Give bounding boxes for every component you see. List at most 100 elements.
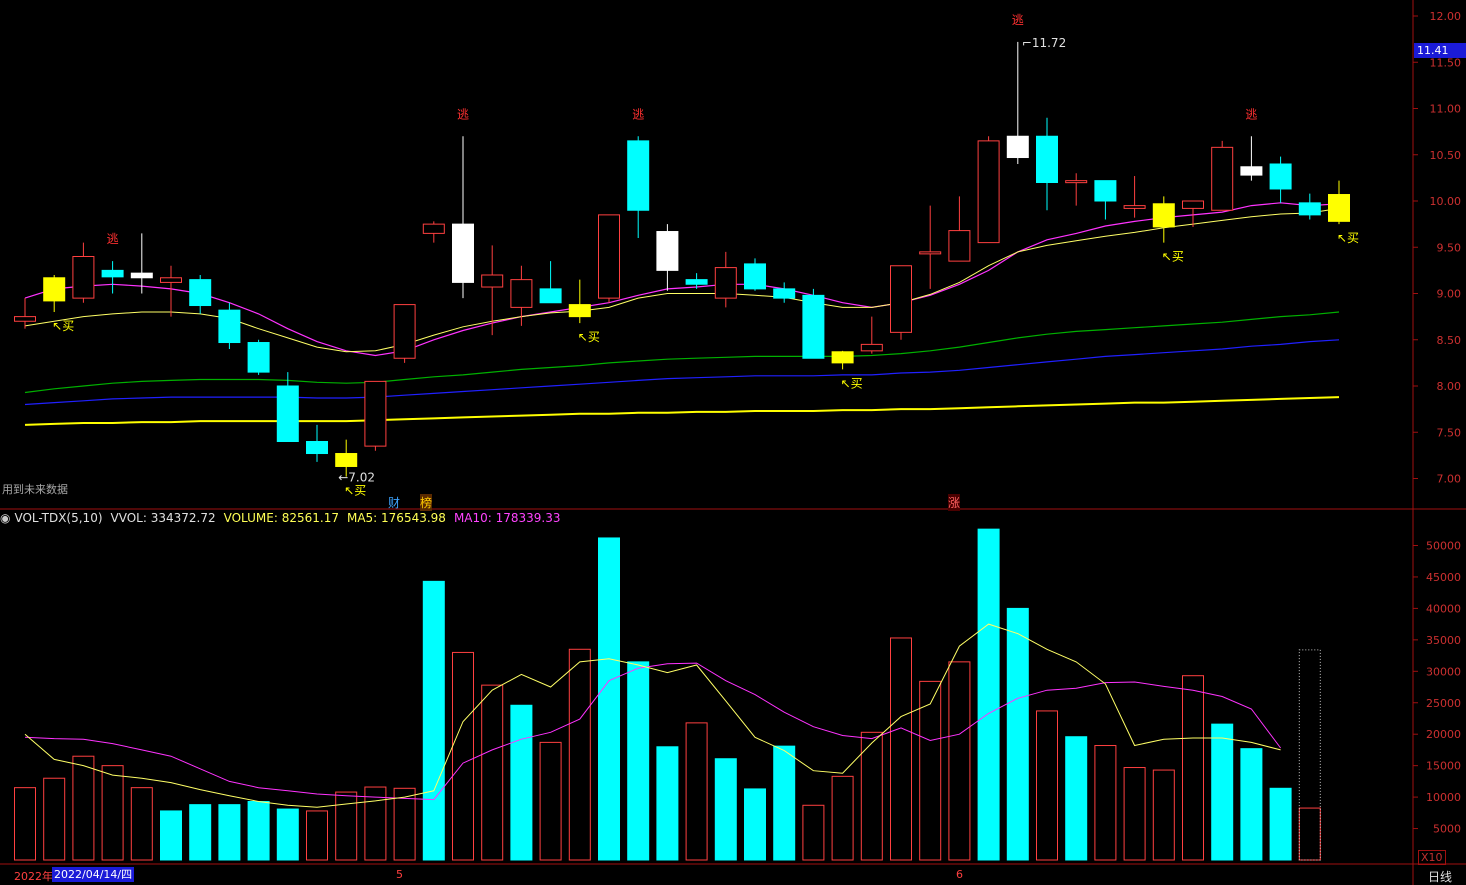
cursor-date: 2022/04/14/四 [52, 867, 135, 882]
candle-body [919, 251, 942, 255]
volume-bar [1094, 745, 1117, 861]
candle-body [364, 380, 387, 447]
candle-body [481, 274, 504, 288]
candle-body [1094, 180, 1117, 202]
candle-body [335, 453, 358, 467]
indicator-name[interactable]: VOL-TDX(5,10) [14, 511, 103, 525]
volume-bar [568, 648, 591, 861]
ma-green-line [24, 311, 1340, 394]
ma-mid-line [24, 202, 1340, 357]
volume-bar [335, 791, 358, 861]
candle-body [744, 263, 766, 290]
volume-bar [831, 775, 854, 861]
candle-body [831, 351, 854, 364]
volume-bar [1123, 767, 1146, 861]
price-tick-label: 9.50 [1437, 241, 1462, 254]
volume-bar [1036, 710, 1058, 861]
candle-body [1269, 163, 1292, 190]
candle-body [43, 277, 66, 302]
candle-body [101, 269, 124, 278]
price-tick-label: 10.00 [1430, 195, 1462, 208]
candle-body [627, 140, 650, 211]
volume-bar [481, 684, 504, 861]
volume-ma10-line [24, 662, 1282, 801]
buy-signal: ↖买 [841, 376, 863, 390]
month-label-6: 6 [956, 868, 963, 881]
escape-signal: 逃 [1012, 13, 1024, 27]
candle-body [1298, 202, 1321, 216]
volume-tick-label: 45000 [1426, 571, 1461, 584]
volume-ma5-line [24, 623, 1281, 808]
candle-body [72, 256, 95, 299]
candle-body [1036, 135, 1058, 183]
volume-bar [364, 786, 387, 861]
volume-bar [948, 661, 971, 861]
candle-body [714, 267, 737, 299]
candle-body [1211, 146, 1234, 211]
event-marker-finance[interactable]: 财 [388, 496, 401, 510]
volume-bar [306, 810, 328, 861]
volume-bar [452, 651, 474, 861]
candle-body [247, 342, 270, 373]
volume-bar [189, 804, 212, 861]
volume-tick-label: 40000 [1426, 602, 1461, 615]
price-tick-label: 11.00 [1430, 103, 1462, 116]
volume-bar [802, 804, 825, 861]
volume-bar [422, 580, 445, 861]
candle-body [1006, 135, 1029, 159]
buy-signal: ↖买 [1337, 231, 1359, 245]
candle-body [802, 294, 825, 359]
candle-body [452, 223, 474, 283]
volume-tick-label: 20000 [1426, 728, 1461, 741]
volume-tick-label: 50000 [1426, 540, 1461, 553]
candle-body [189, 279, 212, 307]
volume-bar [919, 680, 942, 861]
candle-body [510, 279, 533, 308]
price-tick-label: 7.00 [1437, 473, 1462, 486]
volume-bar [1211, 723, 1234, 861]
volume-bar [1065, 736, 1088, 861]
volume-bar [744, 788, 766, 861]
candle-body [598, 214, 620, 299]
volume-indicator-header: ◉ VOL-TDX(5,10) VVOL: 334372.72 VOLUME: … [0, 509, 569, 527]
ma-fast-line [24, 207, 1340, 353]
candle-body [860, 343, 883, 352]
candle-body [656, 231, 679, 271]
ma-long-line [24, 396, 1340, 426]
price-tick-label: 11.50 [1430, 56, 1462, 69]
price-tick-label: 7.50 [1437, 426, 1462, 439]
volume-bar [1240, 748, 1263, 861]
high-price-label: ⌐11.72 [1022, 36, 1066, 50]
volume-bar [598, 537, 620, 861]
candle-body [276, 385, 299, 442]
candle-body [218, 309, 241, 344]
candle-body [306, 441, 328, 455]
volume-tick-label: 10000 [1426, 791, 1461, 804]
volume-bar [510, 704, 533, 861]
candle-body [130, 272, 153, 279]
period-label[interactable]: 日线 [1428, 870, 1453, 884]
volume-tick-label: 25000 [1426, 697, 1461, 710]
event-marker-rise[interactable]: 涨 [948, 494, 961, 511]
candle-body [160, 277, 182, 283]
volume-panel [14, 528, 1321, 861]
volume-bar [276, 808, 299, 861]
volume-bar [1182, 675, 1204, 861]
scale-multiplier: X10 [1418, 850, 1446, 865]
volume-value: VOLUME: 82561.17 [223, 511, 339, 525]
escape-signal: 逃 [632, 107, 644, 121]
collapse-icon[interactable]: ◉ [0, 511, 11, 525]
candle-body [685, 279, 708, 285]
volume-bar [72, 755, 95, 861]
price-tick-label: 9.00 [1437, 288, 1462, 301]
candle-body [1182, 200, 1204, 209]
candle-body [1123, 205, 1146, 209]
candle-body [1240, 166, 1263, 176]
price-tick-label: 12.00 [1430, 10, 1462, 23]
volume-bar [860, 731, 883, 861]
ma-blue-line [24, 339, 1340, 406]
volume-bar [685, 722, 708, 861]
event-marker-ranking[interactable]: 榜 [420, 494, 433, 511]
